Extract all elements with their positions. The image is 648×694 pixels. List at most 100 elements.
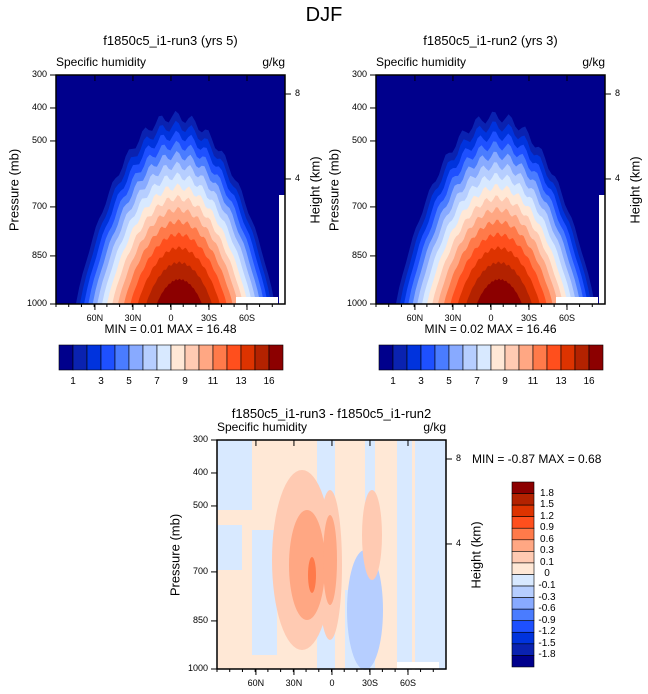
colorbar-box [511, 643, 535, 656]
x-tick-label: 60S [558, 313, 575, 323]
colorbar-box [156, 344, 172, 371]
right-tick-label: 8 [615, 88, 621, 98]
colorbar-label: 16 [263, 376, 275, 387]
colorbar-label: 0 [544, 568, 550, 580]
colorbar-label: 0.3 [540, 545, 554, 557]
colorbar-box [532, 344, 548, 371]
colorbar-label: 9 [182, 376, 188, 387]
units-label: g/kg [423, 420, 446, 434]
x-tick-label: 60S [238, 313, 255, 323]
colorbar-label: -1.8 [538, 649, 556, 661]
colorbar-box [560, 344, 576, 371]
colorbar-box [212, 344, 228, 371]
colorbar-box [511, 481, 535, 494]
colorbar-box [86, 344, 102, 371]
colorbar-box [511, 574, 535, 587]
right-tick-label: 4 [456, 537, 462, 548]
x-tick-label: 60N [406, 313, 424, 323]
contour-fill-positive [308, 557, 316, 593]
colorbar-label: 0.9 [540, 522, 554, 534]
x-tick-label: 60S [399, 678, 416, 688]
units-label: g/kg [582, 55, 605, 69]
colorbar-box [511, 620, 535, 633]
x-tick-label: 30N [124, 313, 142, 323]
colorbar-box [128, 344, 144, 371]
x-tick-label: 60N [247, 678, 265, 688]
y-tick-label: 850 [351, 249, 367, 260]
colorbar-box [511, 493, 535, 506]
colorbar-box [511, 608, 535, 622]
y-tick-label: 400 [31, 101, 47, 112]
y-tick-label: 700 [192, 565, 208, 576]
colorbar-label: -1.5 [538, 637, 556, 649]
y-tick-label: 400 [351, 101, 367, 112]
figure-title: DJF [305, 4, 343, 26]
colorbar-box [504, 344, 520, 371]
missing-data-mask [397, 662, 439, 669]
contour-fill-positive [289, 510, 325, 620]
colorbar-box [511, 539, 535, 552]
colorbar-box [448, 344, 464, 371]
colorbar-box [240, 344, 256, 371]
min-max-label: MIN = -0.87 MAX = 0.68 [472, 452, 602, 466]
colorbar-label: 5 [126, 376, 132, 387]
y-tick-label: 300 [192, 434, 208, 444]
colorbar-label: -0.1 [538, 580, 556, 592]
colorbar-label: -1.2 [538, 626, 556, 638]
colorbar-box [198, 344, 214, 371]
right-tick-label: 8 [295, 88, 301, 98]
missing-data-mask [236, 297, 278, 304]
colorbar-label: 1 [70, 376, 76, 387]
colorbar-box [58, 344, 74, 371]
x-tick-label: 30S [200, 313, 217, 323]
units-label: g/kg [262, 55, 285, 69]
colorbar-label: 1.2 [540, 510, 554, 522]
y-axis-label: Pressure (mb) [167, 513, 183, 596]
colorbar-label: -0.6 [538, 603, 556, 615]
y-tick-label: 500 [192, 499, 208, 510]
colorbar-box [476, 344, 492, 371]
colorbar-label: 13 [235, 376, 247, 387]
colorbar-label: 16 [583, 376, 595, 387]
colorbar-box [72, 344, 88, 371]
colorbar-box [268, 344, 284, 371]
min-max-label: MIN = 0.02 MAX = 16.46 [424, 322, 557, 336]
variable-label: Specific humidity [56, 55, 147, 69]
x-tick-label: 30N [285, 678, 303, 688]
y-tick-label: 400 [192, 466, 208, 477]
contour-fill-negative [217, 440, 252, 510]
colorbar-label: 1.8 [540, 487, 554, 499]
colorbar-label: 11 [527, 376, 539, 387]
y-tick-label: 500 [351, 134, 367, 145]
missing-data-mask [556, 297, 598, 304]
y-tick-label: 700 [351, 200, 367, 211]
y-tick-label: 700 [31, 200, 47, 211]
x-tick-label: 30S [520, 313, 537, 323]
variable-label: Specific humidity [217, 420, 308, 434]
colorbar-label: 3 [98, 376, 104, 387]
y-tick-label: 850 [192, 614, 208, 625]
colorbar-box [378, 344, 394, 371]
colorbar-box [420, 344, 436, 371]
y-tick-label: 1000 [187, 663, 208, 673]
right-axis-label: Height (km) [307, 155, 323, 224]
right-tick-label: 4 [615, 172, 621, 183]
colorbar-label: 9 [502, 376, 508, 387]
colorbar-label: 0.1 [540, 556, 554, 568]
colorbar-box [142, 344, 158, 371]
colorbar-label: -0.9 [538, 614, 556, 626]
y-axis-label: Pressure (mb) [6, 148, 22, 231]
colorbar-label: 13 [555, 376, 567, 387]
x-tick-label: 60N [86, 313, 104, 323]
colorbar-box [511, 516, 535, 529]
panel-title: f1850c5_i1-run3 (yrs 5) [103, 33, 238, 48]
colorbar-box [170, 344, 186, 371]
contour-fill-level-15 [156, 278, 202, 304]
y-tick-label: 300 [31, 69, 47, 79]
colorbar-box [392, 344, 408, 371]
x-tick-label: 0 [329, 678, 335, 688]
right-axis-label: Height (km) [627, 155, 643, 224]
colorbar-box [511, 504, 535, 517]
contour-fill-negative [347, 550, 383, 670]
